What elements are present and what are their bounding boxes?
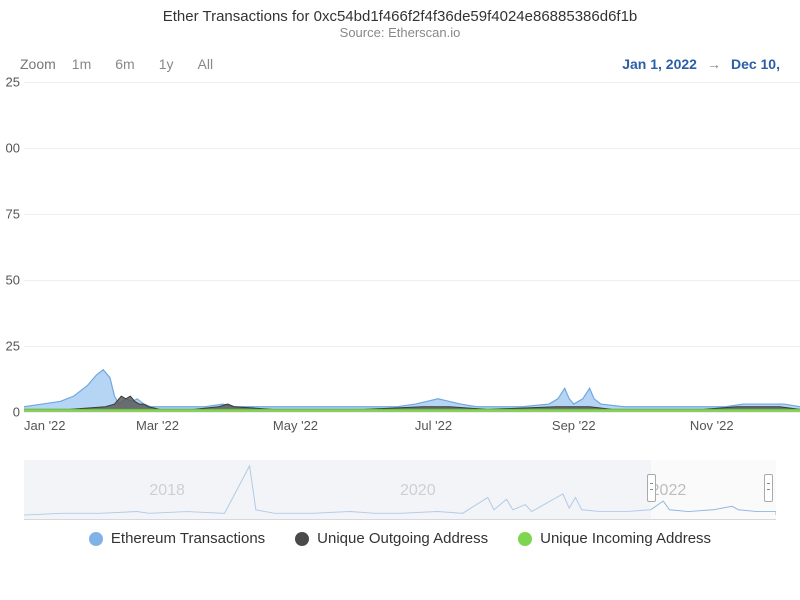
x-axis: Jan '22 Mar '22 May '22 Jul '22 Sep '22 Nov '… — [24, 418, 800, 438]
y-axis: 02550750025 — [2, 82, 24, 412]
ytick-label: 25 — [6, 339, 20, 354]
navigator-mask-left — [24, 460, 651, 519]
date-range: Jan 1, 2022 → Dec 10, — [622, 56, 780, 72]
legend-item[interactable]: Unique Outgoing Address — [295, 530, 488, 547]
chart-container: Ether Transactions for 0xc54bd1f466f2f4f… — [0, 0, 800, 559]
gridline — [24, 412, 800, 413]
ytick-label: 75 — [6, 207, 20, 222]
legend-dot-icon — [518, 532, 532, 546]
ytick-label: 25 — [6, 75, 20, 90]
ytick-label: 00 — [6, 141, 20, 156]
date-from[interactable]: Jan 1, 2022 — [622, 56, 697, 72]
zoom-controls: Zoom 1m 6m 1y All — [20, 52, 221, 76]
chart-controls: Zoom 1m 6m 1y All Jan 1, 2022 → Dec 10, — [0, 42, 800, 82]
date-to[interactable]: Dec 10, — [731, 56, 780, 72]
legend-label: Ethereum Transactions — [111, 530, 265, 547]
legend-item[interactable]: Ethereum Transactions — [89, 530, 265, 547]
legend-dot-icon — [295, 532, 309, 546]
main-chart[interactable]: 02550750025 Jan '22Mar '22May '22Jul '22… — [0, 82, 800, 442]
zoom-label: Zoom — [20, 56, 56, 72]
xtick-label: Sep '22 — [552, 418, 596, 433]
navigator[interactable]: 201820202022 — [24, 460, 776, 520]
xtick-label: Jan '22 — [24, 418, 66, 433]
legend-label: Unique Incoming Address — [540, 530, 711, 547]
navigator-handle-left[interactable] — [647, 474, 656, 502]
plot-area — [24, 82, 800, 412]
xtick-label: Jul '22 — [415, 418, 452, 433]
chart-header: Ether Transactions for 0xc54bd1f466f2f4f… — [0, 8, 800, 40]
xtick-label: May '22 — [273, 418, 318, 433]
xtick-label: Mar '22 — [136, 418, 179, 433]
legend-label: Unique Outgoing Address — [317, 530, 488, 547]
navigator-year-label: 2022 — [651, 482, 687, 500]
navigator-handle-right[interactable] — [764, 474, 773, 502]
ytick-label: 0 — [13, 405, 20, 420]
series-line — [24, 370, 800, 407]
ytick-label: 50 — [6, 273, 20, 288]
zoom-6m-button[interactable]: 6m — [107, 52, 142, 76]
legend-item[interactable]: Unique Incoming Address — [518, 530, 711, 547]
chart-title: Ether Transactions for 0xc54bd1f466f2f4f… — [0, 8, 800, 25]
chart-svg — [24, 82, 800, 412]
zoom-1m-button[interactable]: 1m — [64, 52, 99, 76]
chart-subtitle: Source: Etherscan.io — [0, 25, 800, 40]
zoom-1y-button[interactable]: 1y — [151, 52, 182, 76]
legend-dot-icon — [89, 532, 103, 546]
zoom-all-button[interactable]: All — [190, 52, 222, 76]
arrow-icon: → — [707, 56, 721, 72]
xtick-label: Nov '22 — [690, 418, 734, 433]
legend: Ethereum Transactions Unique Outgoing Add… — [0, 520, 800, 551]
